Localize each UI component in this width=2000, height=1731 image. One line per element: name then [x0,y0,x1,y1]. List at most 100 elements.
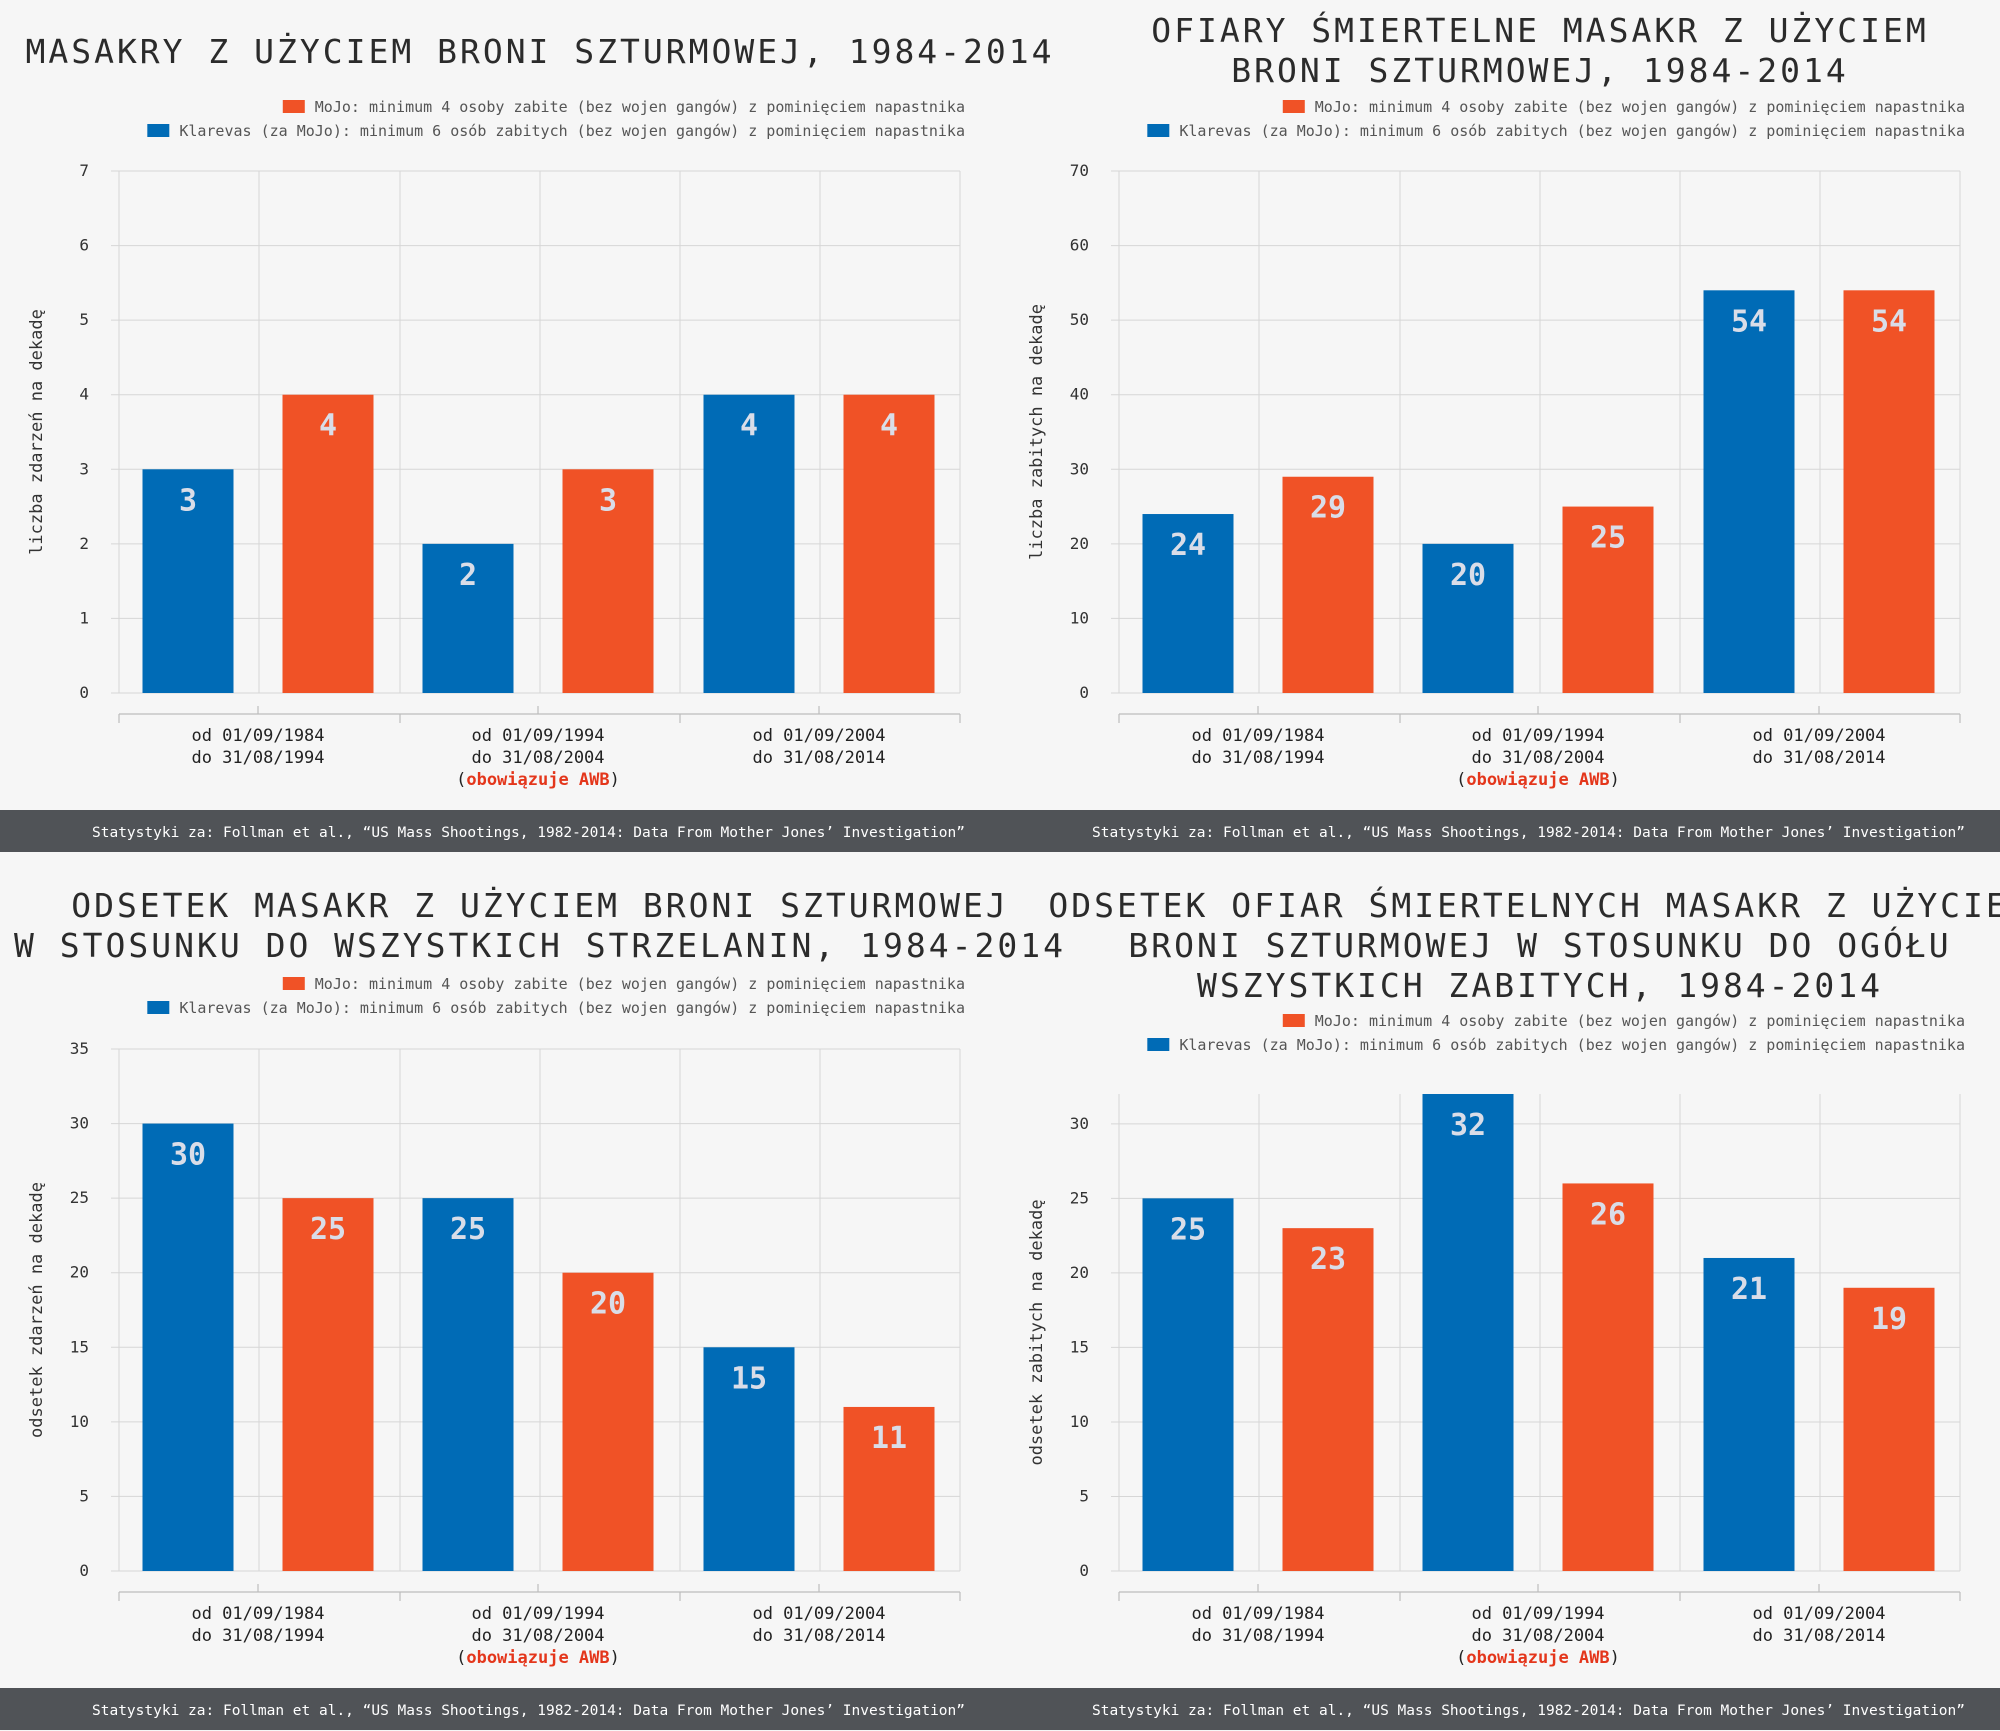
y-tick-label: 60 [1070,236,1089,255]
legend-item-mojo: MoJo: minimum 4 osoby zabite (bez wojen … [315,98,965,116]
chart-panel-1: MASAKRY Z UŻYCIEM BRONI SZTURMOWEJ, 1984… [25,32,1054,790]
awb-paren-close: ) [1610,770,1620,790]
y-axis-label: liczba zabitych na dekadę [1027,304,1047,560]
bar-klarevas [1422,1094,1514,1571]
category-label-line2: do 31/08/2004 [471,1626,604,1646]
category-label-line1: od 01/09/1994 [1471,726,1604,746]
bar-value-label: 19 [1871,1302,1907,1337]
category-label-line1: od 01/09/1984 [1191,1604,1324,1624]
legend-swatch-klarevas [1147,124,1170,137]
category-label-line1: od 01/09/2004 [752,726,885,746]
category-label-line1: od 01/09/1994 [1471,1604,1604,1624]
y-tick-label: 0 [79,683,89,702]
category-label-line2: do 31/08/2004 [471,748,604,768]
awb-paren-open: ( [1456,1648,1466,1668]
category-label-line1: od 01/09/2004 [1752,726,1885,746]
category-label-awb: (obowiązuje AWB) [1456,1648,1620,1668]
bar-value-label: 25 [1590,521,1626,556]
category-label-line2: do 31/08/2004 [1471,748,1604,768]
chart-title: W STOSUNKU DO WSZYSTKICH STRZELANIN, 198… [14,926,1066,965]
y-axis-label: odsetek zdarzeń na dekadę [27,1182,47,1438]
bar-value-label: 24 [1170,528,1206,563]
bar-value-label: 32 [1450,1108,1486,1143]
category-label-line2: do 31/08/2014 [752,1626,885,1646]
bar-mojo [282,1198,374,1571]
awb-label: obowiązuje AWB [1466,770,1609,790]
bar-mojo [282,394,374,693]
bar-klarevas [1703,290,1795,693]
category-label-line2: do 31/08/2014 [1752,748,1885,768]
y-tick-label: 20 [1070,534,1089,553]
awb-paren-close: ) [610,770,620,790]
awb-paren-open: ( [456,1648,466,1668]
category-label-line2: do 31/08/2014 [1752,1626,1885,1646]
legend-item-mojo: MoJo: minimum 4 osoby zabite (bez wojen … [315,975,965,993]
bar-klarevas [142,1123,234,1571]
legend-item-mojo: MoJo: minimum 4 osoby zabite (bez wojen … [1315,98,1965,116]
bar-klarevas [142,469,234,693]
chart-title: BRONI SZTURMOWEJ, 1984-2014 [1231,51,1848,90]
bar-klarevas [703,1347,795,1571]
legend-item-klarevas: Klarevas (za MoJo): minimum 6 osób zabit… [1179,122,1965,140]
awb-label: obowiązuje AWB [1466,1648,1609,1668]
legend-item-mojo: MoJo: minimum 4 osoby zabite (bez wojen … [1315,1012,1965,1030]
bar-value-label: 15 [731,1361,767,1396]
footer-source-text: Statystyki za: Follman et al., “US Mass … [1092,1703,1965,1719]
y-tick-label: 0 [79,1561,89,1580]
bar-value-label: 26 [1590,1197,1626,1232]
category-label-line1: od 01/09/1994 [471,726,604,746]
y-tick-label: 4 [79,385,89,404]
legend-swatch-mojo [282,100,305,113]
y-tick-label: 25 [70,1188,89,1207]
bar-value-label: 54 [1731,304,1767,339]
y-tick-label: 10 [70,1412,89,1431]
bar-mojo [1282,476,1374,693]
category-label-line2: do 31/08/1994 [191,1626,324,1646]
y-tick-label: 50 [1070,310,1089,329]
category-label-awb: (obowiązuje AWB) [1456,770,1620,790]
awb-label: obowiązuje AWB [466,1648,609,1668]
awb-paren-open: ( [456,770,466,790]
legend-swatch-mojo [282,977,305,990]
footer-source-text: Statystyki za: Follman et al., “US Mass … [1092,825,1965,841]
category-label-line1: od 01/09/1984 [191,1604,324,1624]
bar-value-label: 3 [179,483,197,518]
bar-value-label: 20 [590,1287,626,1322]
y-tick-label: 70 [1070,161,1089,180]
legend-item-klarevas: Klarevas (za MoJo): minimum 6 osób zabit… [179,122,965,140]
y-tick-label: 5 [79,310,89,329]
y-tick-label: 40 [1070,385,1089,404]
category-label-line1: od 01/09/1984 [1191,726,1324,746]
legend-item-klarevas: Klarevas (za MoJo): minimum 6 osób zabit… [179,999,965,1017]
y-tick-label: 3 [79,459,89,478]
bar-klarevas [1142,1198,1234,1571]
chart-title: ODSETEK MASAKR Z UŻYCIEM BRONI SZTURMOWE… [71,886,1009,925]
bar-value-label: 54 [1871,304,1907,339]
bar-mojo [562,1272,654,1571]
awb-paren-close: ) [1610,1648,1620,1668]
footer-source-text: Statystyki za: Follman et al., “US Mass … [92,1703,965,1719]
bar-mojo [1843,1287,1935,1571]
chart-panel-2: OFIARY ŚMIERTELNE MASAKR Z UŻYCIEMBRONI … [1027,10,1965,790]
bar-klarevas [1142,514,1234,693]
category-label-awb: (obowiązuje AWB) [456,770,620,790]
bar-mojo [1562,1183,1654,1571]
chart-title: BRONI SZTURMOWEJ W STOSUNKU DO OGÓŁU [1128,925,1951,965]
bar-value-label: 4 [880,409,898,444]
category-label-line2: do 31/08/1994 [191,748,324,768]
bar-mojo [1562,506,1654,693]
category-label-awb: (obowiązuje AWB) [456,1648,620,1668]
category-label-line1: od 01/09/2004 [752,1604,885,1624]
y-tick-label: 1 [79,608,89,627]
bar-mojo [562,469,654,693]
bar-mojo [1843,290,1935,693]
y-tick-label: 20 [70,1263,89,1282]
chart-title: MASAKRY Z UŻYCIEM BRONI SZTURMOWEJ, 1984… [25,32,1054,71]
footer-source-text: Statystyki za: Follman et al., “US Mass … [92,825,965,841]
legend-swatch-klarevas [1147,1038,1170,1051]
bar-value-label: 23 [1310,1242,1346,1277]
awb-paren-close: ) [610,1648,620,1668]
category-label-line2: do 31/08/1994 [1191,748,1324,768]
y-tick-label: 0 [1079,683,1089,702]
